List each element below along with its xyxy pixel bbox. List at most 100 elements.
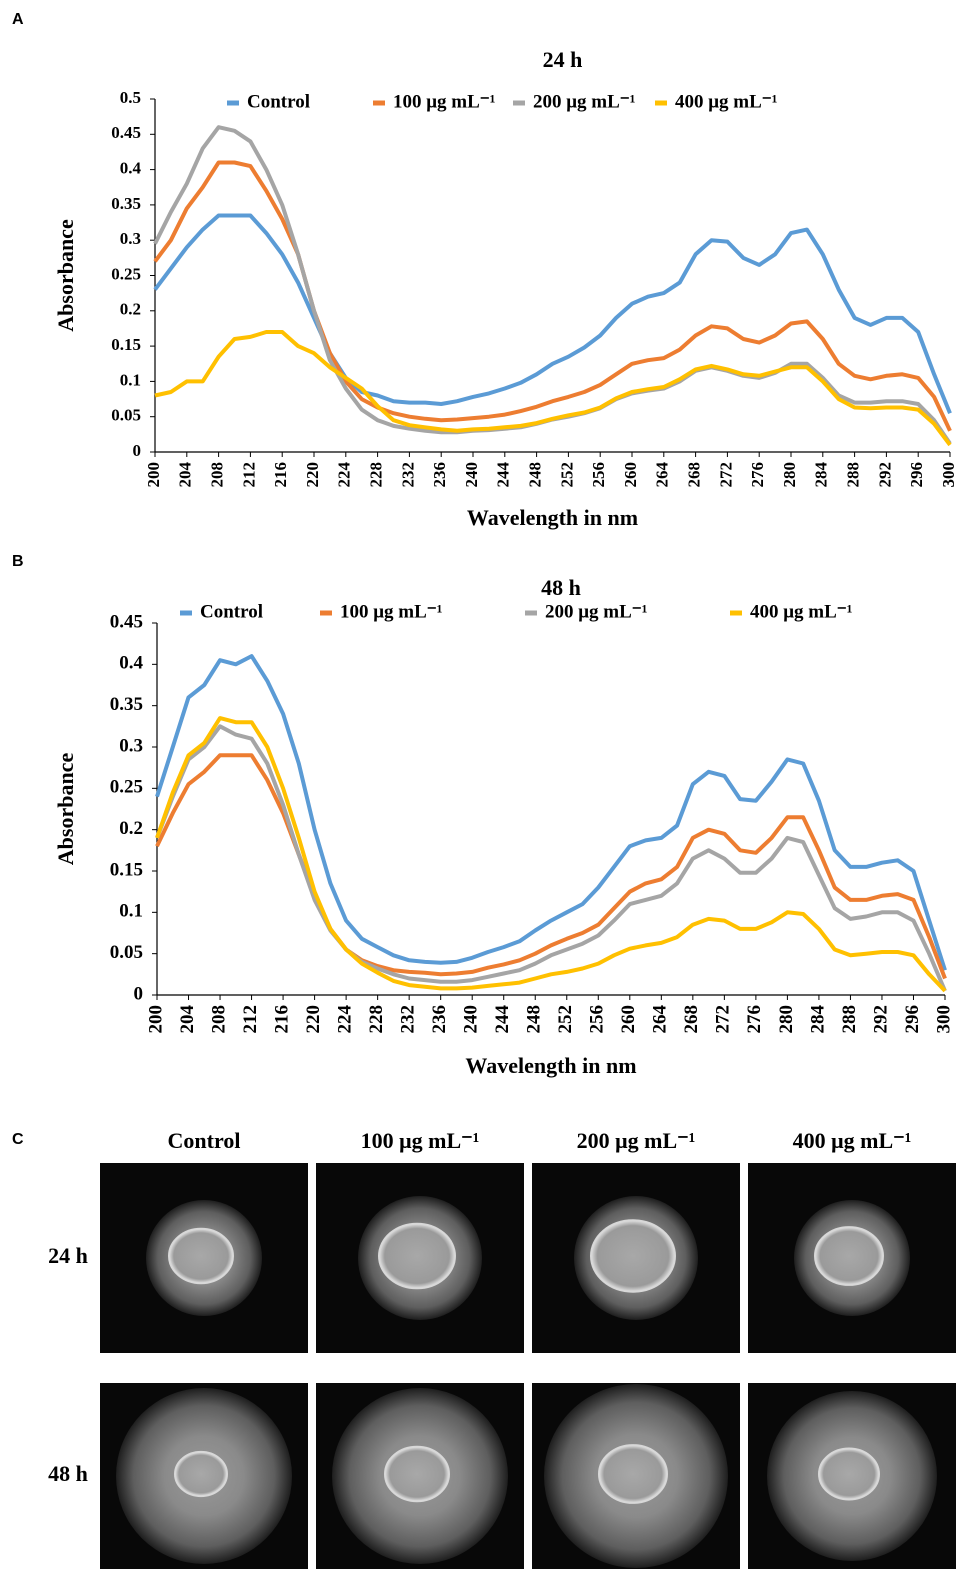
y-tick-label: 0.05 — [110, 942, 143, 963]
x-tick-label: 300 — [939, 462, 958, 488]
x-tick-label: 240 — [462, 462, 481, 488]
x-tick-label: 280 — [780, 462, 799, 488]
x-tick-label: 248 — [524, 1005, 545, 1034]
row-label: 24 h — [48, 1243, 88, 1268]
chart-title: 48 h — [541, 575, 581, 600]
x-tick-label: 292 — [870, 1005, 891, 1034]
legend-label: 400 μg mL⁻¹ — [675, 91, 778, 112]
legend-label: 100 μg mL⁻¹ — [393, 91, 496, 112]
x-tick-label: 268 — [685, 462, 704, 488]
colony-core — [598, 1444, 668, 1504]
x-tick-label: 256 — [589, 462, 608, 488]
x-tick-label: 288 — [839, 1005, 860, 1034]
x-tick-label: 212 — [239, 462, 258, 488]
x-tick-label: 244 — [492, 1005, 513, 1034]
column-header: 100 μg mL⁻¹ — [361, 1128, 480, 1153]
y-tick-label: 0.35 — [111, 194, 141, 213]
y-tick-label: 0.45 — [111, 123, 141, 142]
x-tick-label: 236 — [430, 462, 449, 488]
panel-label: A — [12, 11, 24, 28]
x-tick-label: 236 — [429, 1005, 450, 1034]
y-tick-label: 0.1 — [120, 370, 141, 389]
series-line — [155, 654, 947, 971]
legend-label: 100 μg mL⁻¹ — [340, 601, 443, 622]
colony-photo — [748, 1163, 956, 1353]
column-header: 200 μg mL⁻¹ — [577, 1128, 696, 1153]
x-tick-label: 264 — [653, 462, 672, 488]
legend-label: Control — [247, 91, 310, 112]
panel-label: C — [12, 1131, 24, 1148]
x-tick-label: 208 — [208, 1005, 229, 1034]
series-line — [153, 160, 952, 432]
x-tick-label: 220 — [303, 1005, 324, 1034]
x-axis-label: Wavelength in nm — [465, 1053, 636, 1078]
x-tick-label: 244 — [494, 462, 513, 488]
x-tick-label: 200 — [144, 462, 163, 488]
colony-photo — [316, 1163, 524, 1353]
x-tick-label: 272 — [716, 462, 735, 488]
x-tick-label: 228 — [367, 462, 386, 488]
y-tick-label: 0.05 — [111, 406, 141, 425]
y-tick-label: 0 — [133, 441, 142, 460]
x-tick-label: 228 — [366, 1005, 387, 1034]
x-tick-label: 216 — [271, 1005, 292, 1034]
x-tick-label: 292 — [875, 462, 894, 488]
y-tick-label: 0.2 — [119, 818, 143, 839]
x-tick-label: 288 — [844, 462, 863, 488]
x-tick-label: 284 — [812, 462, 831, 488]
legend-label: 200 μg mL⁻¹ — [533, 91, 636, 112]
colony-photo — [532, 1383, 740, 1569]
column-header: Control — [168, 1128, 241, 1153]
x-tick-label: 224 — [334, 1005, 355, 1034]
x-tick-label: 204 — [177, 1005, 198, 1034]
x-tick-label: 296 — [902, 1005, 923, 1034]
x-tick-label: 260 — [621, 462, 640, 488]
legend-label: 400 μg mL⁻¹ — [750, 601, 853, 622]
y-tick-label: 0.5 — [120, 88, 141, 107]
colony-photo — [100, 1383, 308, 1569]
y-tick-label: 0.45 — [110, 611, 143, 632]
colony-core — [384, 1445, 450, 1503]
y-tick-label: 0.4 — [119, 653, 143, 674]
x-tick-label: 248 — [526, 462, 545, 488]
y-axis-label: Absorbance — [53, 753, 78, 866]
y-tick-label: 0.35 — [110, 694, 143, 715]
y-tick-label: 0.25 — [110, 777, 143, 798]
x-tick-label: 208 — [208, 462, 227, 488]
y-tick-label: 0.25 — [111, 264, 141, 283]
series-line — [153, 213, 952, 414]
y-tick-label: 0.1 — [119, 901, 143, 922]
chart-title: 24 h — [543, 47, 583, 72]
legend-label: 200 μg mL⁻¹ — [545, 601, 648, 622]
colony-core — [818, 1447, 880, 1501]
y-axis-label: Absorbance — [53, 219, 78, 332]
x-tick-label: 220 — [303, 462, 322, 488]
colony-core — [168, 1227, 234, 1285]
colony-photo — [100, 1163, 308, 1353]
colony-photo — [748, 1383, 956, 1569]
y-tick-label: 0.3 — [119, 735, 143, 756]
column-header: 400 μg mL⁻¹ — [793, 1128, 912, 1153]
panel-label: B — [12, 553, 24, 570]
x-tick-label: 252 — [557, 462, 576, 488]
row-label: 48 h — [48, 1461, 88, 1486]
y-tick-label: 0 — [134, 983, 144, 1004]
x-tick-label: 232 — [398, 1005, 419, 1034]
legend-label: Control — [200, 601, 263, 622]
series-line — [154, 330, 952, 447]
colony-photo — [316, 1383, 524, 1569]
x-tick-label: 284 — [807, 1005, 828, 1034]
x-tick-label: 260 — [618, 1005, 639, 1034]
x-tick-label: 204 — [176, 462, 195, 488]
x-tick-label: 276 — [744, 1005, 765, 1034]
x-tick-label: 280 — [776, 1005, 797, 1034]
x-tick-label: 252 — [555, 1005, 576, 1034]
x-tick-label: 268 — [681, 1005, 702, 1034]
x-tick-label: 216 — [271, 462, 290, 488]
colony-core — [814, 1226, 884, 1286]
y-tick-label: 0.2 — [120, 300, 141, 319]
y-tick-label: 0.15 — [111, 335, 141, 354]
series-line — [153, 125, 952, 445]
